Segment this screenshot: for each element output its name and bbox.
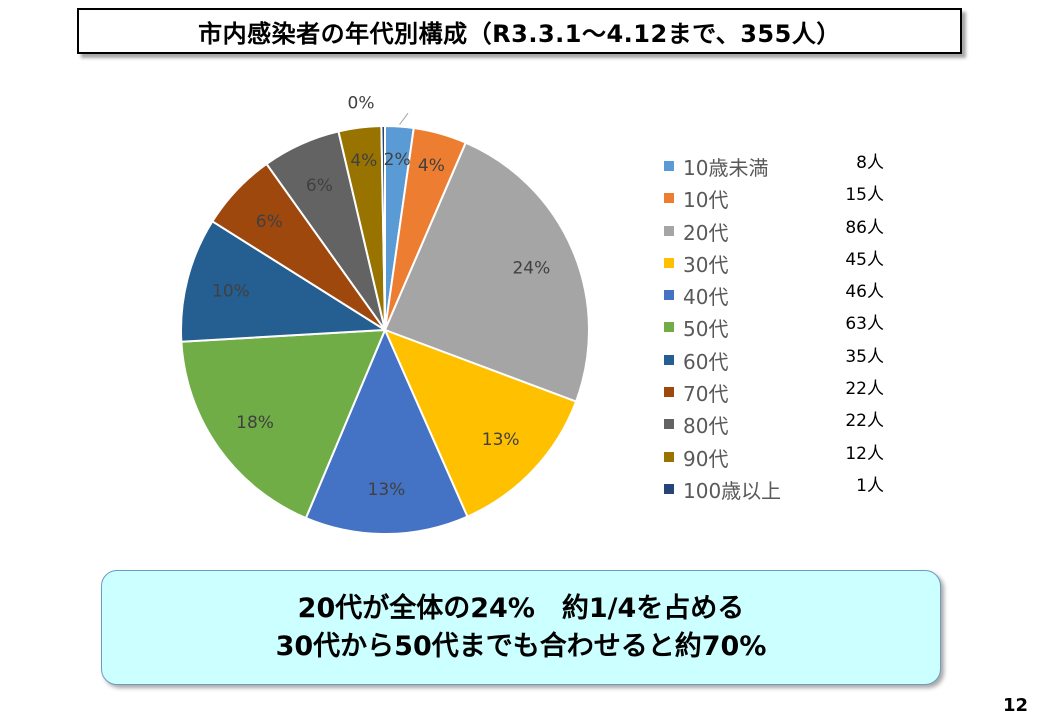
legend-count: 1人 <box>856 475 884 496</box>
legend-label: 80代 <box>683 414 729 439</box>
legend-item: 10代 15人 <box>664 182 894 214</box>
slide-title: 市内感染者の年代別構成（R3.3.1～4.12まで、355人） <box>198 19 841 48</box>
legend-count: 12人 <box>845 443 884 464</box>
slice-percent-label: 24% <box>512 259 550 279</box>
legend-count: 86人 <box>845 217 884 238</box>
legend-swatch <box>664 322 674 333</box>
pie-slice-6 <box>180 328 387 520</box>
legend-count: 45人 <box>845 249 884 270</box>
pie-slice-7 <box>180 219 389 343</box>
legend-item: 100歳以上 1人 <box>664 473 894 505</box>
slide-title-box: 市内感染者の年代別構成（R3.3.1～4.12まで、355人） <box>77 8 962 54</box>
legend-label: 70代 <box>683 382 729 407</box>
legend-label: 10代 <box>683 188 729 213</box>
legend-swatch <box>664 257 674 268</box>
legend-count: 8人 <box>856 153 884 173</box>
legend-item: 10歳未満 8人 <box>664 150 894 182</box>
slice-percent-label: 6% <box>256 212 283 232</box>
legend-swatch <box>664 483 674 494</box>
legend-label: 40代 <box>683 285 729 310</box>
slice-percent-label: 10% <box>212 281 250 301</box>
legend-count: 63人 <box>845 314 884 335</box>
pie-chart: 2% 4% 24% 13% 13% 18% 10% 6% 6% 4% 0% <box>180 93 590 535</box>
slice-percent-label: 0% <box>348 93 375 113</box>
page-number: 12 <box>1002 695 1028 716</box>
legend-swatch <box>664 161 674 171</box>
pie-slice-5 <box>304 327 469 535</box>
legend-swatch <box>664 225 674 236</box>
legend-swatch <box>664 419 674 430</box>
legend-item: 70代 22人 <box>664 376 894 408</box>
legend-label: 60代 <box>683 349 729 374</box>
pie-slice-4 <box>383 328 578 518</box>
leader-line <box>399 112 409 125</box>
legend-swatch <box>664 290 674 301</box>
legend-item: 40代 46人 <box>664 279 894 311</box>
legend-count: 35人 <box>845 346 884 367</box>
legend-count: 46人 <box>845 282 884 303</box>
slice-percent-label: 6% <box>306 176 333 196</box>
slice-percent-label: 4% <box>418 156 445 176</box>
slice-percent-label: 2% <box>384 150 411 170</box>
legend-label: 50代 <box>683 317 729 342</box>
legend-label: 90代 <box>683 446 729 471</box>
legend-item: 60代 35人 <box>664 344 894 376</box>
pie-slice-11 <box>380 124 386 331</box>
slice-percent-label: 18% <box>236 413 274 433</box>
summary-line-2: 30代から50代までも合わせると約70% <box>275 630 767 662</box>
slice-percent-label: 4% <box>350 151 377 171</box>
legend-count: 15人 <box>845 185 884 206</box>
legend-item: 90代 12人 <box>664 441 894 473</box>
chart-legend: 10歳未満 8人 10代 15人 20代 86人 30代 45人 40代 46人 50代 63人 60代… <box>664 150 894 505</box>
legend-swatch <box>664 387 674 398</box>
legend-swatch <box>664 354 674 365</box>
legend-count: 22人 <box>845 379 884 400</box>
slice-percent-label: 13% <box>368 480 406 500</box>
legend-item: 20代 86人 <box>664 215 894 247</box>
legend-swatch <box>664 193 674 204</box>
legend-swatch <box>664 451 674 462</box>
pie-slice-3 <box>383 141 590 403</box>
summary-callout: 20代が全体の24% 約1/4を占める 30代から50代までも合わせると約70% <box>101 570 941 685</box>
summary-line-1: 20代が全体の24% 約1/4を占める <box>297 592 745 624</box>
legend-item: 80代 22人 <box>664 408 894 440</box>
legend-label: 20代 <box>683 220 729 245</box>
legend-label: 30代 <box>683 252 729 277</box>
legend-item: 30代 45人 <box>664 247 894 279</box>
slice-percent-label: 13% <box>482 430 520 450</box>
legend-label: 100歳以上 <box>683 478 782 503</box>
legend-item: 50代 63人 <box>664 311 894 343</box>
legend-count: 22人 <box>845 411 884 432</box>
legend-label: 10歳未満 <box>683 156 769 180</box>
